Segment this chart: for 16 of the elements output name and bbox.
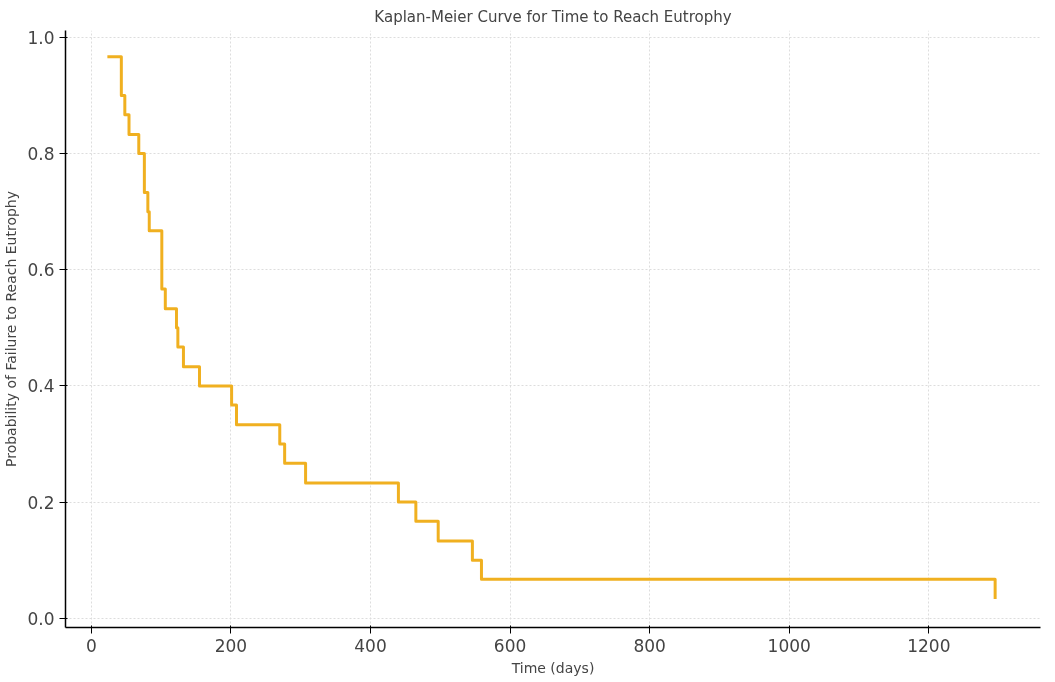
x-tick-label: 400 [354,635,387,656]
x-tick-label: 600 [493,635,527,656]
x-tick-label: 200 [214,635,248,656]
x-tick-label: 0 [85,635,97,656]
y-tick-label: 0.6 [27,260,55,281]
chart-title: Kaplan-Meier Curve for Time to Reach Eutrophy [374,7,732,26]
y-tick-label: 1.0 [27,27,55,48]
x-tick-label: 1200 [907,635,951,656]
x-tick-label: 1000 [767,635,811,656]
y-tick-label: 0.4 [27,376,55,397]
x-tick-label: 800 [633,635,666,656]
y-tick-label: 0.8 [27,144,55,165]
y-axis-title: Probability of Failure to Reach Eutrophy [3,191,20,467]
y-tick-label: 0.2 [27,492,55,513]
x-axis-title: Time (days) [510,659,595,676]
y-tick-label: 0.0 [27,608,55,629]
